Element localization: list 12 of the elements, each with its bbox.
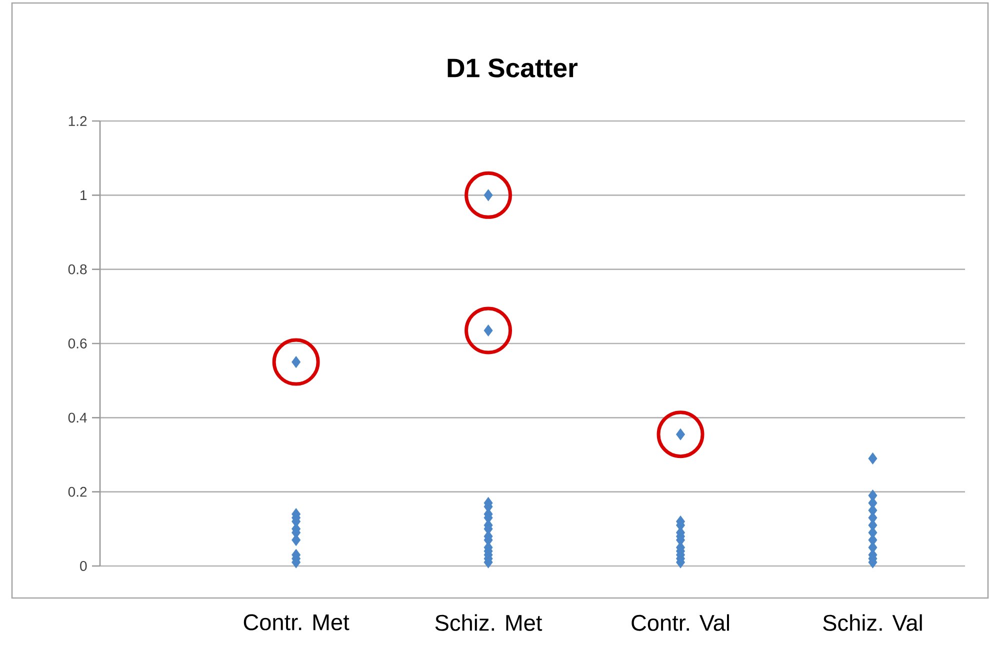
x-tick-label: Schiz. Met [435,614,542,631]
y-tick-label: 1 [80,190,87,200]
y-tick-label: 0.6 [68,338,87,348]
y-tick-label: 1.2 [68,116,87,126]
chart-title: D1 Scatter [448,58,578,78]
y-tick-label: 0.4 [68,412,87,423]
y-tick-label: 0.2 [68,486,87,497]
x-tick-label: Schiz. Val [823,614,922,631]
x-tick-label: Contr. Met [244,614,350,630]
y-tick-label: 0.8 [68,264,87,274]
y-tick-label: 0 [80,561,87,571]
x-tick-label: Contr. Val [632,614,729,631]
